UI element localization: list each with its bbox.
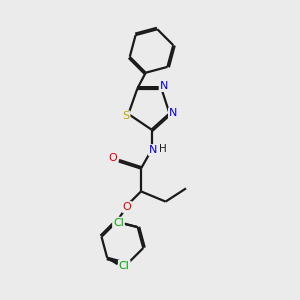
Text: S: S (122, 111, 130, 122)
Text: O: O (122, 202, 131, 212)
Text: O: O (109, 153, 118, 164)
Text: N: N (169, 108, 177, 118)
Text: H: H (159, 143, 167, 154)
Text: Cl: Cl (119, 261, 130, 271)
Text: N: N (160, 81, 168, 91)
Text: N: N (149, 145, 157, 155)
Text: Cl: Cl (113, 218, 124, 228)
